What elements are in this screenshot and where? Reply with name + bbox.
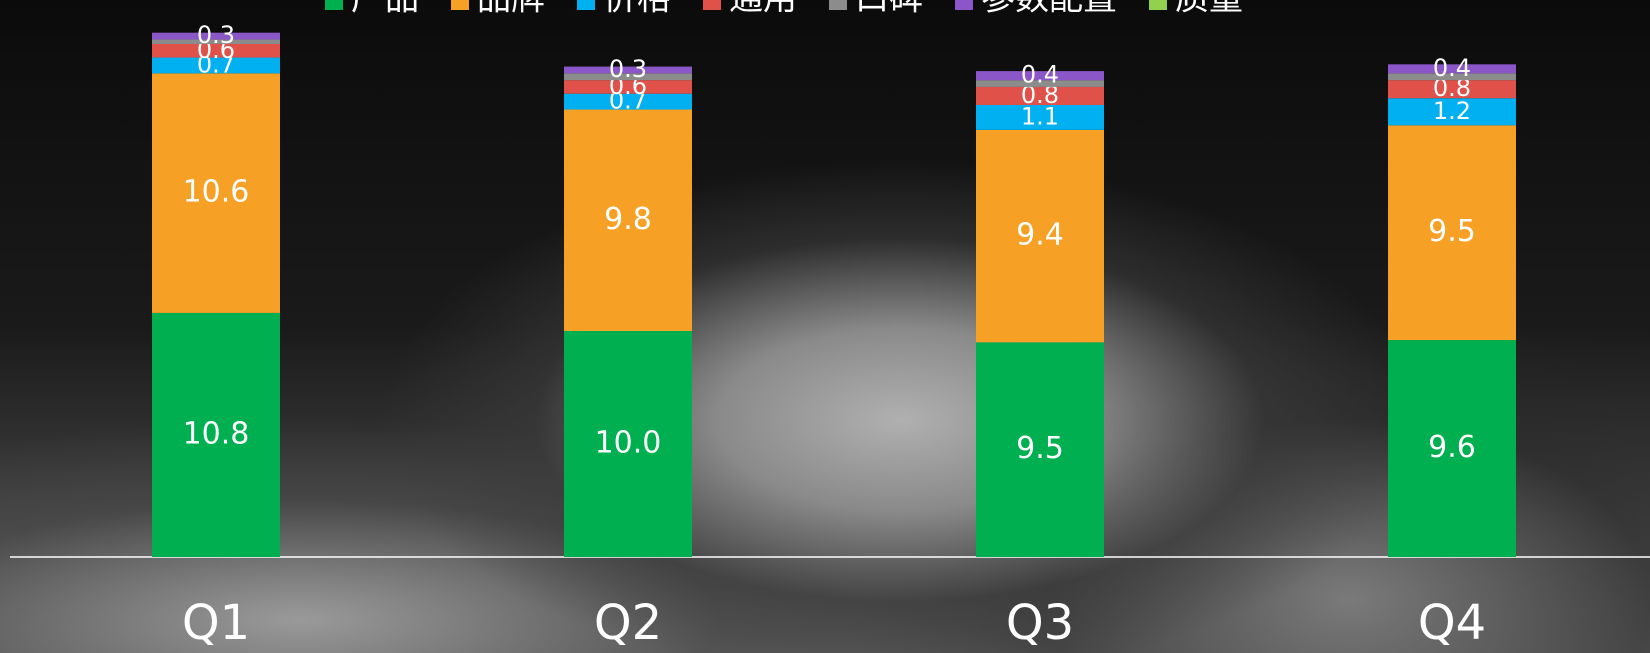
legend-swatch <box>577 0 595 10</box>
x-tick-label: Q1 <box>182 595 250 651</box>
legend-label: 通用 <box>729 0 797 19</box>
data-label: 10.8 <box>183 416 250 451</box>
data-label: 9.5 <box>1016 431 1064 466</box>
legend-swatch <box>955 0 973 10</box>
x-tick-label: Q3 <box>1006 595 1074 651</box>
data-label: 9.6 <box>1428 430 1476 465</box>
legend-swatch <box>829 0 847 10</box>
data-label: 9.4 <box>1016 218 1064 253</box>
legend-label: 品牌 <box>477 0 545 19</box>
legend-label: 价格 <box>603 0 671 19</box>
data-label: 0.3 <box>197 21 235 49</box>
chart: Q110.810.60.70.60.3Q210.09.80.70.60.3Q39… <box>0 0 1650 653</box>
legend-swatch <box>703 0 721 10</box>
x-tick-label: Q4 <box>1418 595 1486 651</box>
legend-label: 质量 <box>1175 0 1243 19</box>
x-tick-label: Q2 <box>594 595 662 651</box>
data-label: 10.0 <box>595 426 662 461</box>
data-label: 0.4 <box>1433 54 1471 82</box>
data-label: 10.6 <box>183 175 250 210</box>
legend-label: 口碑 <box>855 0 923 19</box>
legend-swatch <box>451 0 469 10</box>
data-label: 9.8 <box>604 202 652 237</box>
legend-swatch <box>325 0 343 10</box>
data-label: 9.5 <box>1428 214 1476 249</box>
legend-swatch <box>1149 0 1167 10</box>
data-label: 0.3 <box>609 55 647 83</box>
data-label: 0.4 <box>1021 61 1059 89</box>
legend-label: 产品 <box>351 0 419 19</box>
legend-label: 参数配置 <box>981 0 1117 19</box>
